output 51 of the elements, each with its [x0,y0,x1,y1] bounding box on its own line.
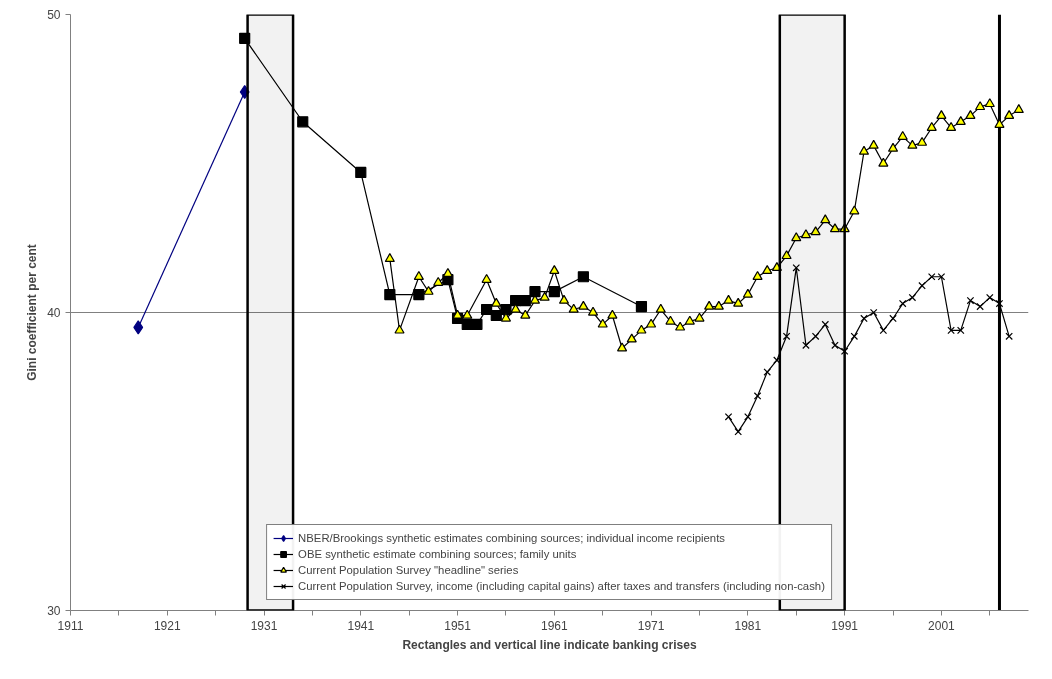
x-tick-label: 1911 [57,618,84,633]
x-tick-label: 1941 [347,618,375,633]
x-tick-label: 1971 [637,618,665,633]
point [821,320,830,329]
point [831,341,839,350]
point [860,314,868,323]
point [947,326,955,335]
point [986,293,994,302]
point [782,332,791,341]
x-tick-label: 1981 [734,618,762,633]
x-tick-label: 1991 [831,618,859,633]
point [918,281,926,290]
legend-label: NBER/Brookings synthetic estimates combining sources; individual income recipients [298,531,725,545]
point [481,303,493,316]
point [802,341,810,350]
point [529,286,541,298]
x-axis-title: Rectangles and vertical line indicate banking crises [402,637,697,652]
point [471,318,483,331]
point [1005,332,1013,341]
point [548,286,560,298]
point [976,302,984,311]
point [753,392,762,400]
x-tick-label: 2001 [928,618,956,633]
point [889,314,897,323]
point [355,166,367,179]
point [937,272,946,281]
x-tick-label: 1921 [153,618,181,633]
legend-label: OBE synthetic estimate combining sources; family units [298,547,577,561]
point [519,294,531,307]
legend-label: Current Population Survey, income (including capital gains) after taxes and transfers (including non-cash) [298,579,825,593]
x-tick-label: 1961 [540,618,569,633]
point [840,347,849,356]
point [763,368,772,376]
point [635,300,648,313]
point [898,299,907,308]
y-tick-label: 30 [47,604,61,618]
point [577,271,589,283]
point [869,308,878,317]
point [734,427,742,436]
y-tick-label: 40 [47,306,61,320]
x-tick-label: 1951 [444,618,472,633]
point [239,32,251,44]
legend-label: Current Population Survey "headline" series [298,563,519,577]
y-tick-label: 50 [47,8,61,22]
point [413,289,425,301]
point [724,413,733,421]
point [297,116,309,128]
point [133,320,144,335]
y-axis-title: Gini coefficient per cent [25,244,40,381]
x-tick-label: 1931 [250,618,278,633]
point [956,326,965,335]
